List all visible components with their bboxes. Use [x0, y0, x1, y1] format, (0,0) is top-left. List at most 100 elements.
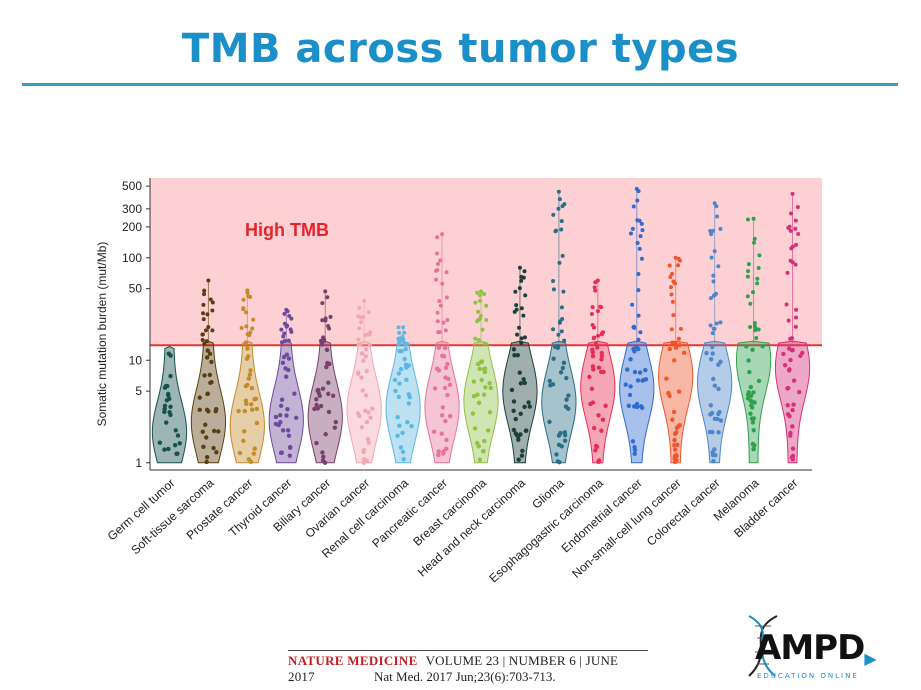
data-point [407, 394, 413, 400]
data-point [711, 326, 716, 331]
data-point [396, 394, 401, 400]
data-point [556, 344, 561, 349]
data-point [519, 274, 524, 279]
data-point [558, 319, 563, 324]
data-point [550, 382, 556, 387]
data-point [204, 459, 209, 465]
data-point [168, 412, 173, 418]
data-point [210, 328, 215, 333]
data-point [785, 386, 790, 391]
data-point [365, 436, 371, 442]
data-point [795, 205, 800, 210]
data-point [323, 318, 328, 323]
data-point [630, 302, 635, 307]
data-point [788, 228, 793, 233]
data-point [205, 348, 210, 353]
data-point [514, 303, 519, 308]
data-point [333, 419, 338, 425]
data-point [168, 404, 173, 409]
data-point [202, 373, 207, 378]
data-point [670, 299, 675, 304]
data-point [591, 367, 596, 372]
data-point [237, 450, 243, 456]
data-point [284, 413, 289, 418]
data-point [794, 242, 799, 247]
data-point [714, 321, 719, 326]
data-point [793, 315, 798, 320]
data-point [794, 307, 799, 312]
data-point [204, 355, 210, 360]
y-tick-label: 1 [135, 456, 142, 470]
data-point [526, 400, 531, 405]
data-point [511, 399, 517, 404]
data-point [362, 333, 367, 338]
violin-points [236, 288, 260, 464]
data-point [798, 353, 803, 359]
data-point [640, 378, 645, 383]
data-point [745, 217, 750, 222]
data-point [664, 376, 669, 381]
data-point [475, 361, 481, 367]
data-point [482, 369, 488, 375]
data-point [282, 311, 287, 316]
data-point [522, 380, 527, 386]
data-point [320, 458, 326, 463]
data-point [476, 338, 481, 343]
data-point [636, 337, 641, 342]
data-point [556, 206, 561, 211]
data-point [592, 285, 597, 290]
data-point [323, 289, 328, 294]
data-point [472, 426, 478, 431]
data-point [711, 458, 716, 464]
data-point [441, 320, 446, 325]
data-point [242, 408, 248, 414]
data-point [209, 379, 214, 385]
data-point [632, 451, 637, 457]
data-point [593, 288, 598, 293]
data-point [557, 197, 562, 202]
data-point [559, 227, 564, 232]
data-point [746, 390, 751, 395]
data-point [251, 317, 256, 322]
data-point [286, 338, 291, 343]
data-point [748, 403, 754, 408]
data-point [599, 357, 604, 362]
data-point [708, 296, 713, 301]
data-point [443, 375, 448, 380]
data-point [523, 293, 528, 298]
data-point [397, 423, 402, 428]
data-point [599, 350, 604, 356]
data-point [634, 401, 640, 407]
data-point [364, 420, 370, 425]
title-rule [22, 83, 898, 86]
data-point [175, 451, 180, 456]
data-point [547, 419, 552, 425]
data-point [561, 360, 567, 366]
data-point [475, 392, 480, 397]
data-point [793, 324, 798, 329]
data-point [558, 370, 564, 375]
data-point [483, 385, 488, 390]
data-point [210, 300, 215, 305]
data-point [332, 425, 338, 430]
data-point [402, 330, 407, 335]
data-point [284, 374, 289, 379]
data-point [593, 448, 598, 453]
data-point [710, 331, 715, 336]
data-point [282, 321, 287, 326]
data-point [471, 379, 477, 384]
data-point [708, 357, 714, 362]
data-point [436, 345, 441, 350]
data-point [788, 336, 793, 341]
data-point [750, 441, 756, 447]
data-point [482, 438, 487, 444]
data-point [511, 427, 517, 433]
data-point [751, 290, 756, 295]
data-point [670, 340, 675, 345]
data-point [321, 454, 326, 459]
data-point [513, 289, 518, 294]
data-point [522, 269, 527, 274]
data-point [436, 449, 442, 454]
data-point [403, 362, 409, 367]
data-point [206, 278, 211, 283]
